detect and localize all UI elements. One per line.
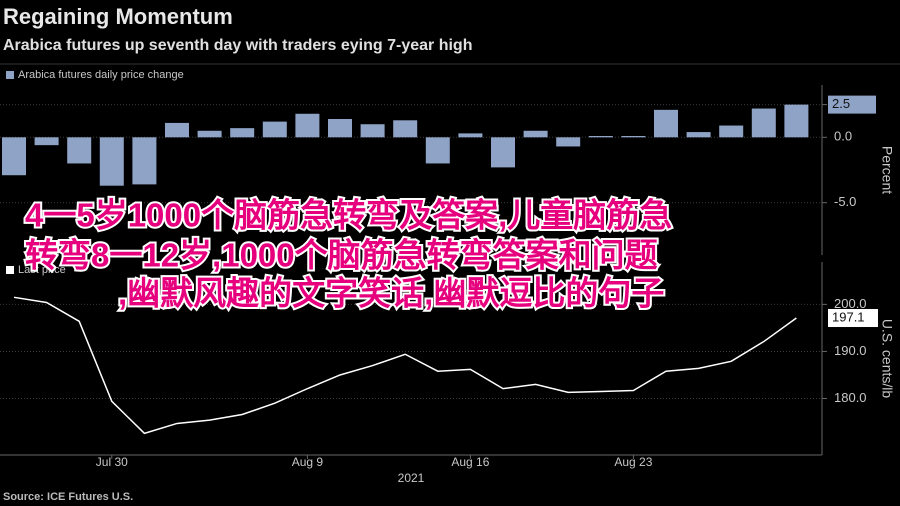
bar [621, 136, 646, 138]
bar [556, 137, 581, 147]
bar [523, 130, 548, 138]
chart-title: Regaining Momentum [3, 4, 233, 29]
bar [654, 109, 678, 138]
bar [328, 119, 352, 138]
bar [132, 137, 157, 185]
y-axis-title: Percent [879, 146, 895, 194]
bar [719, 125, 744, 138]
bar [784, 104, 809, 138]
y-tick-label: 190.0 [834, 343, 867, 358]
bar [686, 132, 711, 138]
y-tick-label: 0.0 [834, 129, 852, 144]
overlay-text: 4一5岁1000个脑筋急转弯及答案,儿童脑筋急 [25, 197, 672, 234]
legend-label: Last price [18, 264, 66, 276]
bar [425, 137, 450, 164]
x-tick-label: Aug 9 [292, 455, 324, 469]
bar [67, 137, 92, 164]
bar [458, 133, 483, 138]
bar [165, 122, 189, 138]
bar [197, 130, 222, 138]
last-value-box [828, 95, 876, 114]
overlay-text: 转弯8一12岁,1000个脑筋急转弯答案和问题 [25, 237, 658, 274]
y-axis-title: U.S. cents/lb [879, 319, 895, 399]
bar [99, 137, 124, 186]
line [13, 296, 797, 435]
bar [393, 120, 418, 138]
bar [262, 121, 287, 138]
bar [588, 136, 613, 138]
legend-swatch [6, 71, 14, 79]
y-tick-label: 180.0 [834, 390, 867, 405]
y-tick-label: 200.0 [834, 296, 867, 311]
bar [34, 137, 59, 146]
x-axis-title: 2021 [398, 471, 425, 485]
last-value-label: 2.5 [832, 96, 850, 111]
y-tick-label: -5.0 [834, 194, 856, 209]
x-tick-label: Aug 23 [614, 455, 652, 469]
last-value-label: 197.1 [832, 309, 865, 324]
bar [295, 113, 320, 138]
source: Source: ICE Futures U.S. [3, 491, 133, 503]
last-value-box [828, 309, 878, 328]
bar [230, 128, 255, 138]
bar [491, 137, 515, 168]
x-tick-label: Aug 16 [451, 455, 489, 469]
chart-subtitle: Arabica futures up seventh day with trad… [3, 37, 472, 54]
x-tick-label: Jul 30 [96, 455, 128, 469]
bar [2, 137, 26, 176]
legend-swatch [6, 266, 14, 274]
bar [360, 124, 385, 138]
overlay-text: ,幽默风趣的文字笑话,幽默逗比的句子 [118, 275, 664, 312]
legend-label: Arabica futures daily price change [18, 69, 184, 81]
bar [751, 108, 776, 138]
